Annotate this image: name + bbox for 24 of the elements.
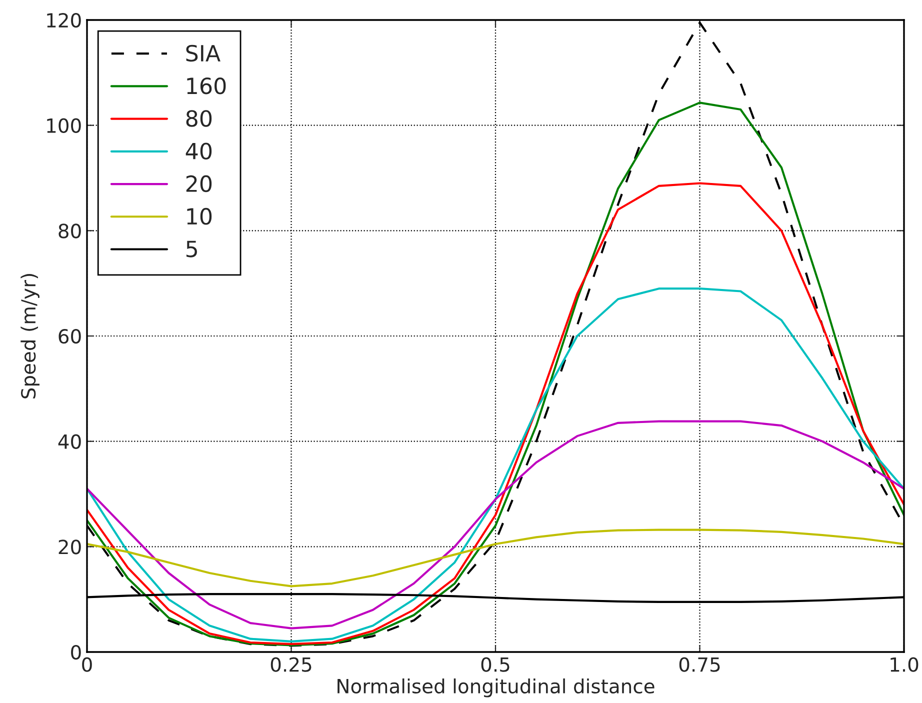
line-series bbox=[87, 420, 904, 630]
y-tick-label: 100 bbox=[47, 118, 81, 133]
x-tick-label: 0 bbox=[82, 657, 92, 672]
y-axis-title: Speed (m/yr) bbox=[20, 274, 40, 398]
legend-label: 5 bbox=[186, 240, 197, 258]
legend-label: 40 bbox=[186, 142, 212, 160]
legend-label: 160 bbox=[187, 77, 226, 94]
x-tick-label: 1.0 bbox=[890, 657, 918, 672]
legend-label: 20 bbox=[186, 175, 212, 192]
x-axis-title: Normalised longitudinal distance bbox=[338, 678, 654, 698]
x-tick-label: 0.25 bbox=[270, 657, 312, 672]
y-tick-label: 20 bbox=[58, 540, 81, 554]
legend-label: SIA bbox=[186, 44, 220, 62]
y-tick-label: 40 bbox=[58, 434, 81, 449]
line-series bbox=[87, 288, 904, 643]
line-series bbox=[87, 528, 904, 588]
y-tick-label: 120 bbox=[47, 12, 81, 28]
y-tick-label: 80 bbox=[58, 224, 81, 238]
y-tick-label: 0 bbox=[71, 644, 81, 660]
legend-label: 10 bbox=[187, 208, 212, 225]
x-tick-label: 0.5 bbox=[481, 657, 510, 672]
y-tick-label: 60 bbox=[58, 328, 81, 344]
x-tick-label: 0.75 bbox=[679, 657, 720, 672]
legend-label: 80 bbox=[186, 110, 212, 127]
